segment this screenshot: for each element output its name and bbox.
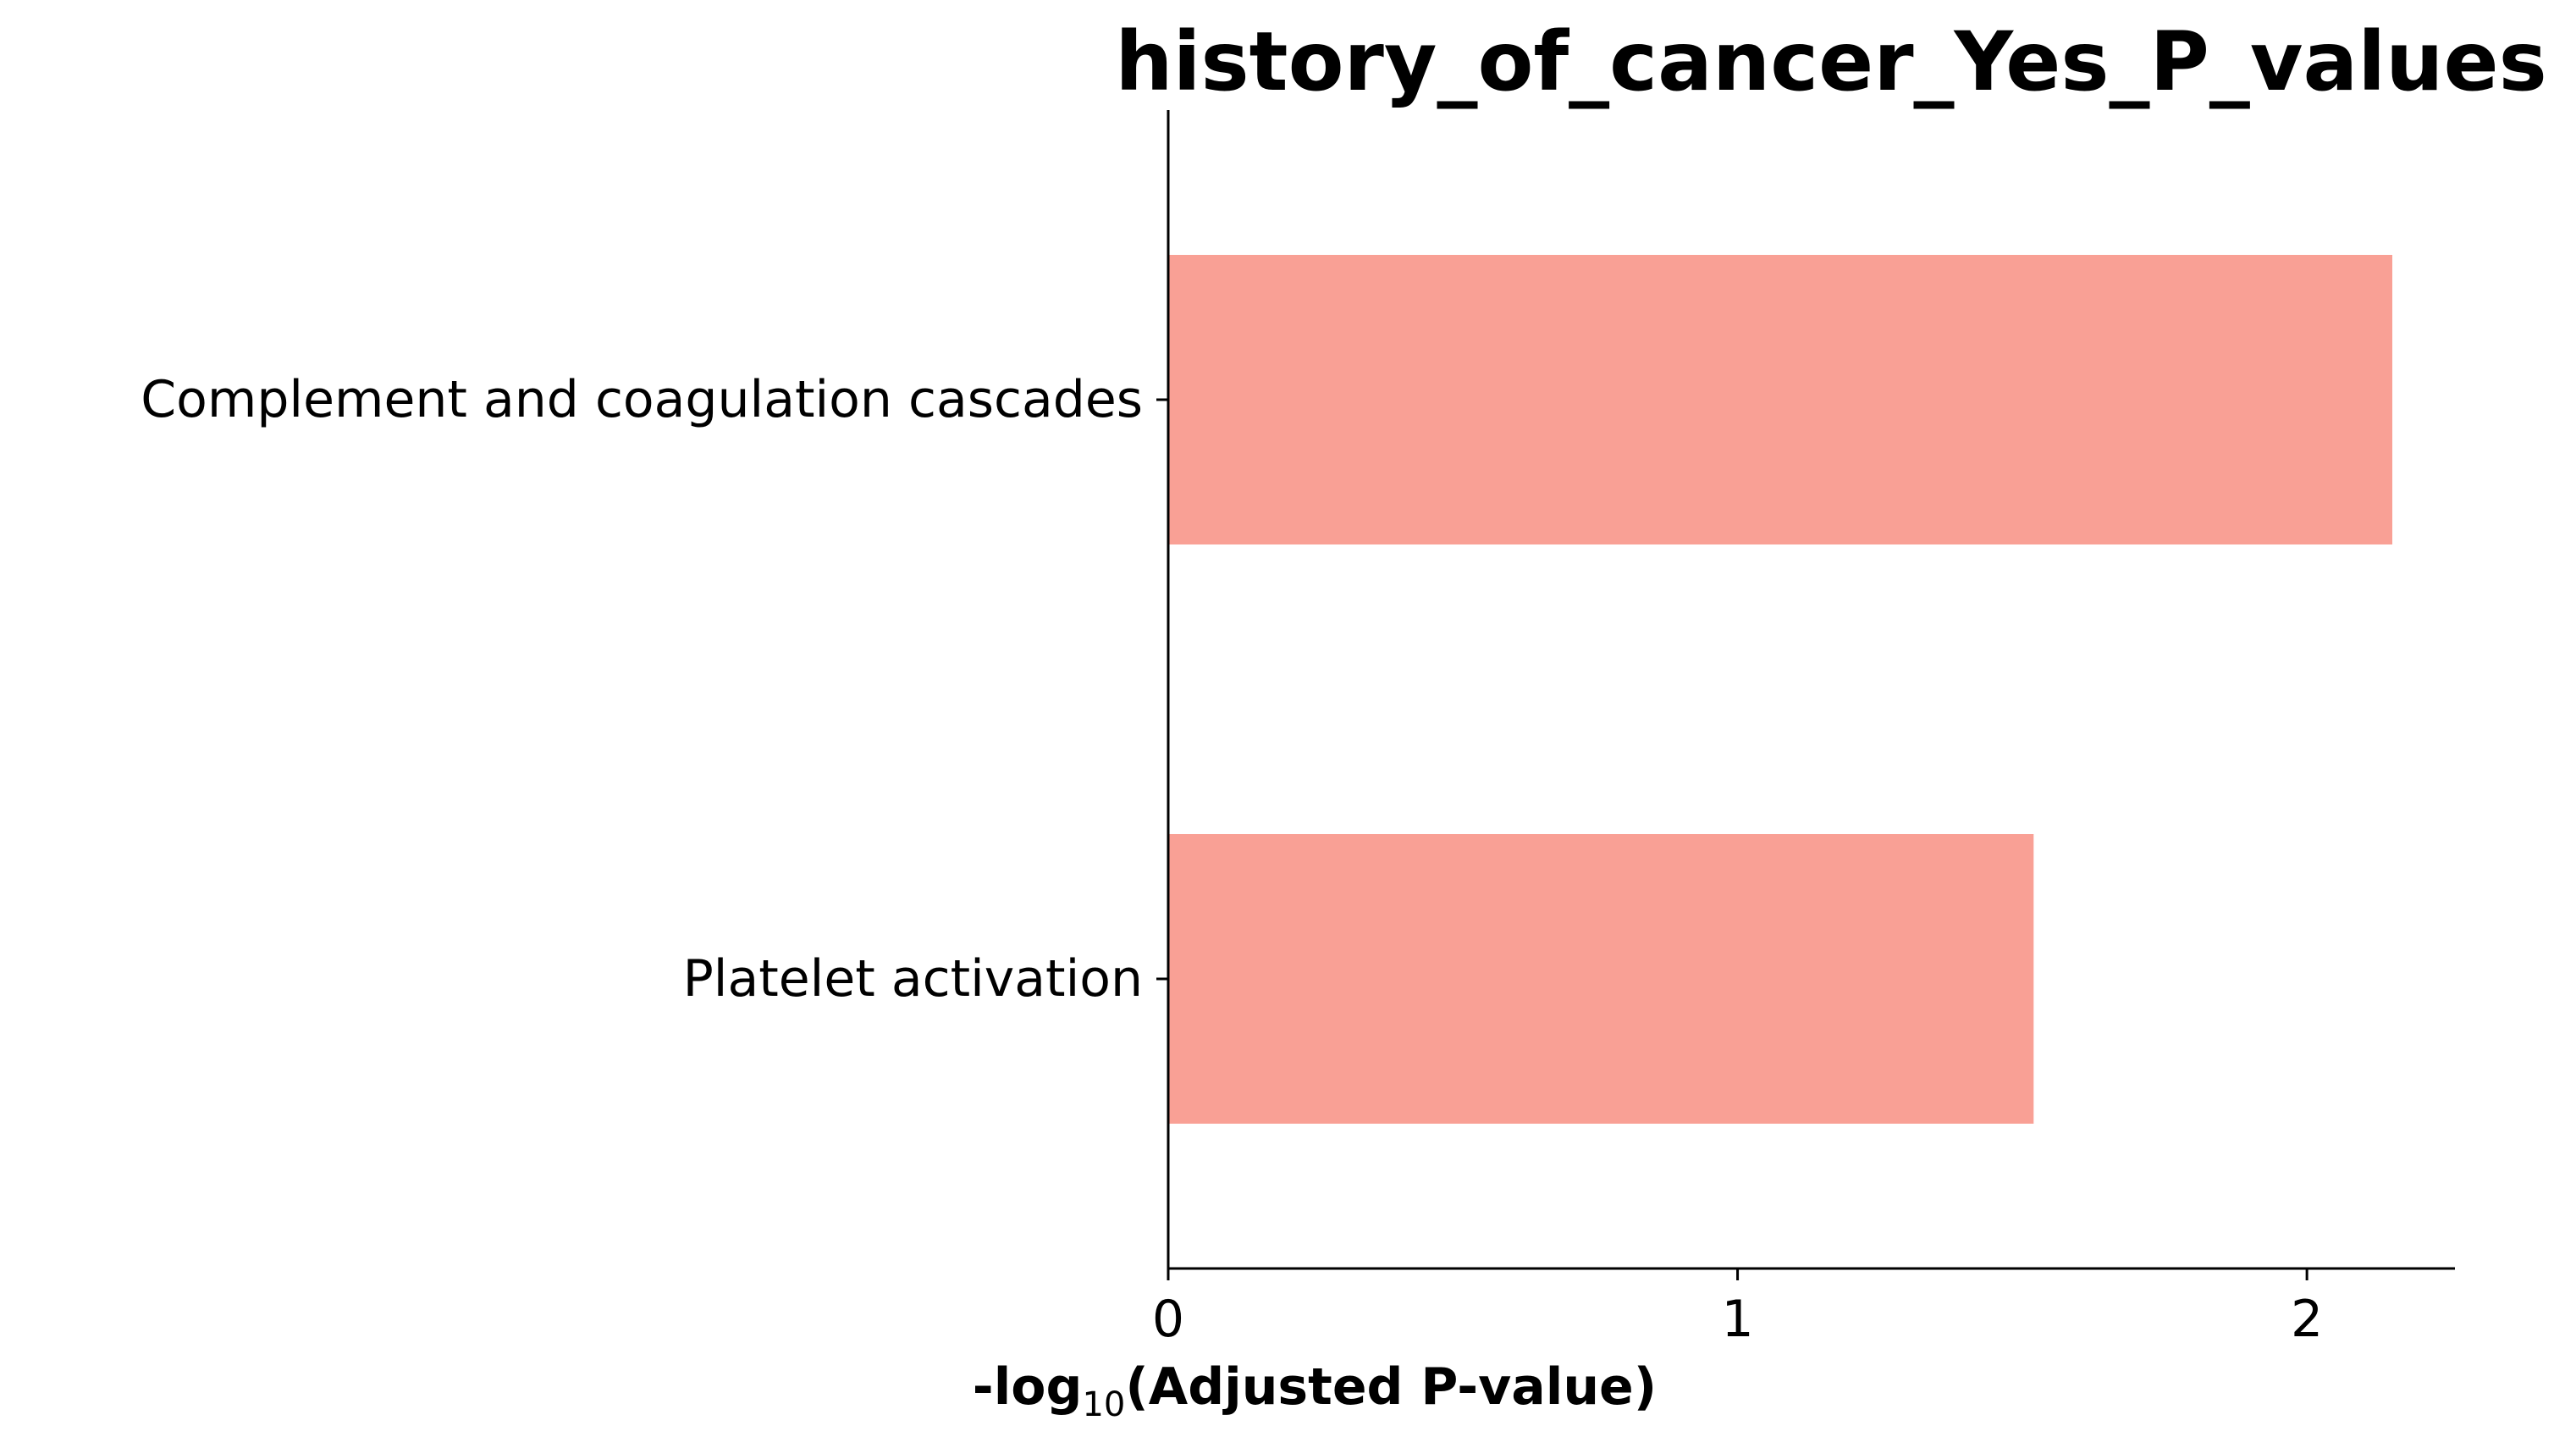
x-ticks-group: 0 1 2 — [1152, 1268, 2323, 1349]
bar — [1168, 255, 2393, 544]
x-axis-label-suffix: (Adjusted P-value) — [1125, 1357, 1657, 1417]
x-tick-label: 0 — [1152, 1290, 1184, 1349]
y-ticks-group: Complement and coagulation cascades Plate… — [141, 370, 1168, 1009]
bars-group — [1168, 255, 2393, 1124]
category-label: Complement and coagulation cascades — [141, 370, 1143, 429]
x-tick-label: 2 — [2291, 1290, 2323, 1349]
category-label: Platelet activation — [683, 949, 1143, 1009]
x-axis-label: -log10(Adjusted P-value) — [973, 1357, 1657, 1424]
chart-title: history_of_cancer_Yes_P_values — [1115, 14, 2546, 109]
bar — [1168, 834, 2034, 1124]
x-tick-label: 1 — [1721, 1290, 1753, 1349]
x-axis-label-prefix: -log — [973, 1357, 1083, 1417]
x-axis-label-subscript: 10 — [1082, 1385, 1125, 1424]
